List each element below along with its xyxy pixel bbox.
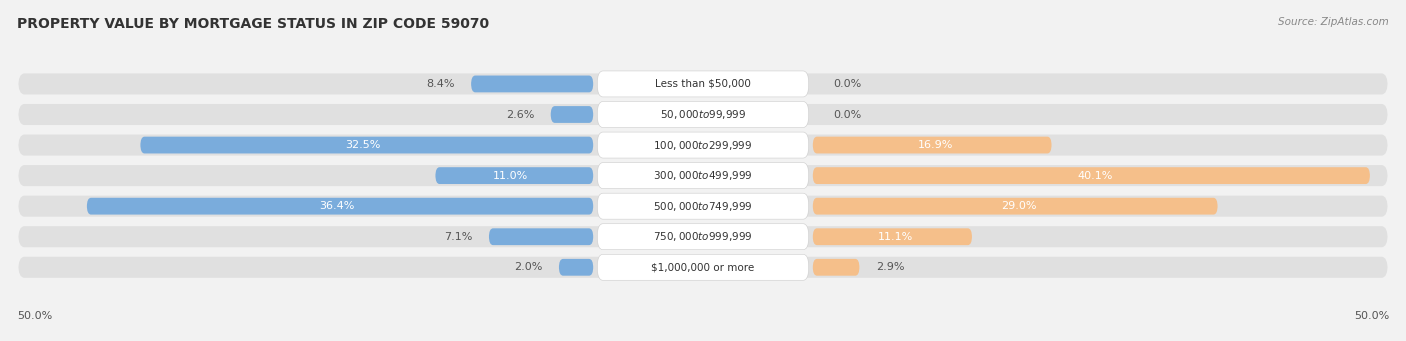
FancyBboxPatch shape bbox=[551, 106, 593, 123]
Text: 32.5%: 32.5% bbox=[346, 140, 381, 150]
Text: 2.6%: 2.6% bbox=[506, 109, 534, 119]
Text: 11.0%: 11.0% bbox=[494, 170, 529, 181]
FancyBboxPatch shape bbox=[598, 71, 808, 97]
Text: 16.9%: 16.9% bbox=[918, 140, 953, 150]
FancyBboxPatch shape bbox=[598, 102, 808, 128]
Text: $100,000 to $299,999: $100,000 to $299,999 bbox=[654, 138, 752, 151]
FancyBboxPatch shape bbox=[598, 224, 808, 250]
Text: 29.0%: 29.0% bbox=[1001, 201, 1036, 211]
Text: Source: ZipAtlas.com: Source: ZipAtlas.com bbox=[1278, 17, 1389, 27]
Text: 50.0%: 50.0% bbox=[17, 311, 52, 321]
FancyBboxPatch shape bbox=[813, 259, 859, 276]
FancyBboxPatch shape bbox=[813, 137, 1052, 153]
Text: 2.0%: 2.0% bbox=[515, 262, 543, 272]
FancyBboxPatch shape bbox=[598, 163, 808, 189]
FancyBboxPatch shape bbox=[813, 228, 972, 245]
FancyBboxPatch shape bbox=[471, 76, 593, 92]
Text: $1,000,000 or more: $1,000,000 or more bbox=[651, 262, 755, 272]
FancyBboxPatch shape bbox=[18, 165, 1388, 186]
Text: $500,000 to $749,999: $500,000 to $749,999 bbox=[654, 200, 752, 213]
Text: $750,000 to $999,999: $750,000 to $999,999 bbox=[654, 230, 752, 243]
FancyBboxPatch shape bbox=[141, 137, 593, 153]
Text: 0.0%: 0.0% bbox=[834, 109, 862, 119]
Text: 0.0%: 0.0% bbox=[834, 79, 862, 89]
FancyBboxPatch shape bbox=[436, 167, 593, 184]
Text: 7.1%: 7.1% bbox=[444, 232, 472, 242]
Text: Less than $50,000: Less than $50,000 bbox=[655, 79, 751, 89]
FancyBboxPatch shape bbox=[813, 167, 1369, 184]
Text: PROPERTY VALUE BY MORTGAGE STATUS IN ZIP CODE 59070: PROPERTY VALUE BY MORTGAGE STATUS IN ZIP… bbox=[17, 17, 489, 31]
Text: 11.1%: 11.1% bbox=[879, 232, 914, 242]
FancyBboxPatch shape bbox=[18, 73, 1388, 94]
FancyBboxPatch shape bbox=[813, 198, 1218, 214]
FancyBboxPatch shape bbox=[18, 134, 1388, 155]
FancyBboxPatch shape bbox=[18, 104, 1388, 125]
FancyBboxPatch shape bbox=[489, 228, 593, 245]
Text: 2.9%: 2.9% bbox=[876, 262, 904, 272]
FancyBboxPatch shape bbox=[18, 196, 1388, 217]
FancyBboxPatch shape bbox=[598, 254, 808, 280]
FancyBboxPatch shape bbox=[598, 132, 808, 158]
Text: $300,000 to $499,999: $300,000 to $499,999 bbox=[654, 169, 752, 182]
FancyBboxPatch shape bbox=[18, 257, 1388, 278]
Text: 8.4%: 8.4% bbox=[426, 79, 454, 89]
FancyBboxPatch shape bbox=[598, 193, 808, 219]
FancyBboxPatch shape bbox=[18, 226, 1388, 247]
FancyBboxPatch shape bbox=[87, 198, 593, 214]
FancyBboxPatch shape bbox=[560, 259, 593, 276]
Text: 36.4%: 36.4% bbox=[319, 201, 354, 211]
Text: 40.1%: 40.1% bbox=[1077, 170, 1112, 181]
Text: 50.0%: 50.0% bbox=[1354, 311, 1389, 321]
Text: $50,000 to $99,999: $50,000 to $99,999 bbox=[659, 108, 747, 121]
